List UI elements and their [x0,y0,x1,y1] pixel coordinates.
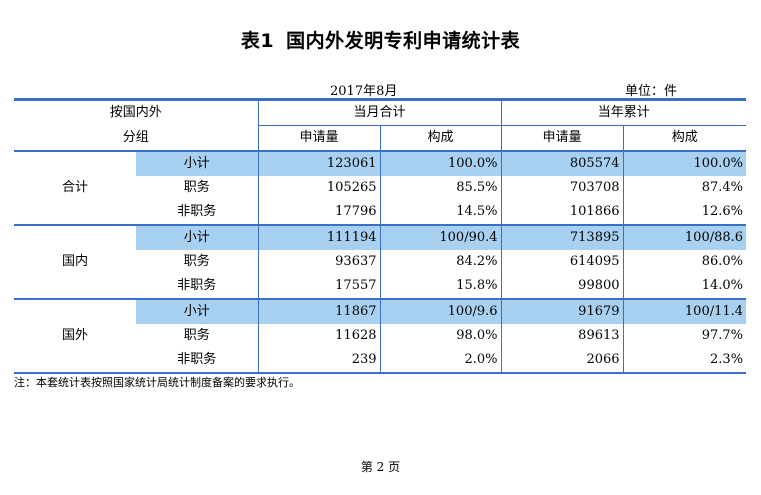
patent-statistics-table: 按国内外 当月合计 当年累计 分组 申请量 构成 申请量 构成 小计 12306… [14,98,747,374]
year-share: 97.7% [622,324,747,348]
year-share: 100/88.6 [622,224,747,250]
table-title-text: 国内外发明专利申请统计表 [286,30,521,52]
table-row: 非职务 17557 15.8% 99800 14.0% [14,274,747,299]
row-label: 非职务 [136,348,259,374]
table-title: 表1 国内外发明专利申请统计表 [0,26,761,53]
month-count: 239 [257,348,381,374]
report-period: 2017年8月 [330,84,398,99]
year-share: 100.0% [622,151,747,176]
month-share: 85.5% [379,176,502,200]
row-label: 职务 [183,328,210,343]
year-count: 713895 [500,224,624,250]
row-label: 职务 [183,180,210,195]
group-label-spacer [14,298,136,324]
year-applications-header: 申请量 [500,125,624,152]
month-count: 105265 [257,176,381,200]
table-row: 小计 111194 100/90.4 713895 100/88.6 [14,224,747,250]
year-count: 101866 [500,200,624,225]
year-composition-header: 构成 [622,125,747,152]
table-row: 非职务 239 2.0% 2066 2.3% [14,348,747,374]
group-label-spacer [14,274,136,299]
year-count: 91679 [500,298,624,324]
year-share: 100/11.4 [622,298,747,324]
group-label-spacer [14,348,136,374]
header-row-2: 分组 申请量 构成 申请量 构成 [14,125,747,152]
month-share: 100/90.4 [379,224,502,250]
year-share: 2.3% [622,348,747,374]
table-row: 国外 职务 11628 98.0% 89613 97.7% [14,324,747,348]
year-count: 805574 [500,151,624,176]
month-total-header: 当月合计 [257,98,502,126]
group-label: 国内 [14,250,136,274]
year-count: 703708 [500,176,624,200]
month-composition-header: 构成 [379,125,502,152]
year-share: 12.6% [622,200,747,225]
page-number: 第 2 页 [360,460,401,474]
category-header-line2: 分组 [14,125,259,152]
table-row: 非职务 17796 14.5% 101866 12.6% [14,200,747,225]
month-count: 93637 [257,250,381,274]
table-row: 国内 职务 93637 84.2% 614095 86.0% [14,250,747,274]
year-total-header: 当年累计 [500,98,747,126]
group-label: 国外 [14,324,136,348]
month-share: 15.8% [379,274,502,299]
year-count: 89613 [500,324,624,348]
year-count: 614095 [500,250,624,274]
group-label-spacer [14,151,136,176]
table-row: 合计 职务 105265 85.5% 703708 87.4% [14,176,747,200]
month-count: 11867 [257,298,381,324]
unit-label: 单位：件 [625,84,678,99]
year-count: 99800 [500,274,624,299]
month-share: 84.2% [379,250,502,274]
group-label-spacer [14,200,136,225]
row-label: 非职务 [177,278,217,293]
year-share: 86.0% [622,250,747,274]
year-share: 14.0% [622,274,747,299]
month-count: 17557 [257,274,381,299]
year-share: 87.4% [622,176,747,200]
month-applications-header: 申请量 [257,125,381,152]
month-share: 2.0% [379,348,502,374]
year-count: 2066 [500,348,624,374]
month-share: 98.0% [379,324,502,348]
footnote: 注：本套统计表按照国家统计局统计制度备案的要求执行。 [14,376,300,389]
month-count: 11628 [257,324,381,348]
row-label: 小计 [136,298,259,324]
row-label: 小计 [136,224,259,250]
group-label: 合计 [14,176,136,200]
table-number: 表1 [240,30,275,52]
month-count: 123061 [257,151,381,176]
group-label-spacer [14,224,136,250]
row-label: 小计 [136,151,259,176]
row-label: 职务 [183,254,210,269]
category-header-line1: 按国内外 [14,98,259,126]
month-share: 100.0% [379,151,502,176]
header-row-1: 按国内外 当月合计 当年累计 [14,98,747,126]
month-share: 100/9.6 [379,298,502,324]
month-count: 17796 [257,200,381,225]
table-row: 小计 123061 100.0% 805574 100.0% [14,151,747,176]
row-label: 非职务 [177,204,217,219]
month-share: 14.5% [379,200,502,225]
table-row: 小计 11867 100/9.6 91679 100/11.4 [14,298,747,324]
month-count: 111194 [257,224,381,250]
